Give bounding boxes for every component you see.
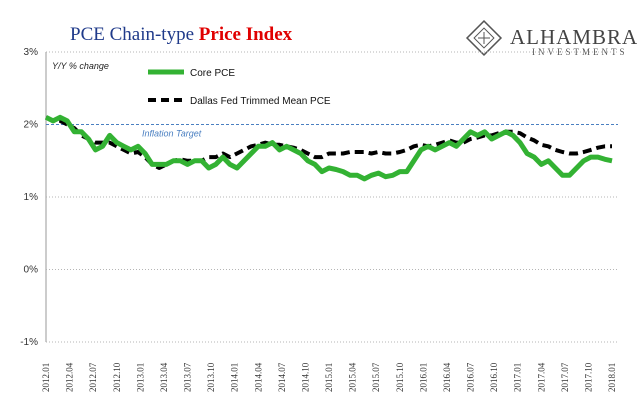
- series-lines: [44, 114, 613, 182]
- y-tick-label: 0%: [24, 265, 39, 276]
- x-tick-label: 2017.04: [536, 362, 546, 392]
- title-part2: Price Index: [199, 24, 293, 45]
- y-axis-label: Y/Y % change: [52, 61, 109, 71]
- x-tick-label: 2016.07: [466, 362, 476, 392]
- chart-title: PCE Chain-type Price Index: [70, 24, 293, 45]
- x-tick-label: 2015.07: [371, 362, 381, 392]
- x-tick-label: 2015.10: [395, 362, 405, 392]
- x-tick-label: 2012.04: [65, 362, 75, 392]
- x-tick-label: 2015.01: [324, 363, 334, 392]
- x-tick-label: 2018.01: [607, 363, 617, 392]
- legend-trimmed-mean-label: Dallas Fed Trimmed Mean PCE: [190, 96, 331, 107]
- x-tick-label: 2014.04: [253, 362, 263, 392]
- series-line-core-pce: [44, 114, 613, 182]
- x-tick-label: 2016.04: [442, 362, 452, 392]
- svg-text:PCE Chain-type Price Index: PCE Chain-type Price Index: [70, 24, 293, 45]
- x-tick-label: 2014.01: [230, 363, 240, 392]
- y-tick-label: 2%: [24, 120, 39, 131]
- x-tick-label: 2013.04: [159, 362, 169, 392]
- title-part1: PCE Chain-type: [70, 24, 199, 45]
- x-tick-label: 2017.01: [513, 363, 523, 392]
- y-tick-label: 1%: [24, 192, 39, 203]
- x-tick-label: 2017.07: [560, 362, 570, 392]
- x-tick-label: 2013.10: [206, 362, 216, 392]
- series-line-dallas-fed-trimmed-mean-pce: [45, 115, 612, 170]
- alhambra-logo: ALHAMBRA INVESTMENTS: [465, 19, 638, 57]
- x-tick-label: 2012.10: [112, 362, 122, 392]
- x-tick-label: 2013.07: [183, 362, 193, 392]
- y-tick-labels: -1% 0% 1% 2% 3%: [20, 47, 38, 348]
- y-tick-label: 3%: [24, 47, 39, 58]
- legend: Core PCE Dallas Fed Trimmed Mean PCE: [148, 68, 331, 107]
- logo-name: ALHAMBRA: [510, 25, 638, 49]
- logo-sub: INVESTMENTS: [532, 47, 628, 57]
- gridlines: [46, 51, 618, 343]
- x-tick-label: 2015.04: [348, 362, 358, 392]
- x-tick-label: 2017.10: [583, 362, 593, 392]
- y-tick-label: -1%: [20, 337, 38, 348]
- x-tick-label: 2013.01: [135, 363, 145, 392]
- x-tick-label: 2016.10: [489, 362, 499, 392]
- x-tick-label: 2016.01: [418, 363, 428, 392]
- logo-diamond-icon: [465, 19, 503, 57]
- x-tick-label: 2012.01: [41, 363, 51, 392]
- legend-core-pce-label: Core PCE: [190, 68, 235, 79]
- x-tick-label: 2014.10: [300, 362, 310, 392]
- inflation-target-label: Inflation Target: [142, 129, 202, 139]
- x-tick-label: 2014.07: [277, 362, 287, 392]
- x-tick-labels: 2012.01 2012.04 2012.07 2012.10 2013.01 2013.…: [41, 362, 617, 392]
- x-tick-label: 2012.07: [88, 362, 98, 392]
- inflation-target: Inflation Target: [46, 124, 618, 139]
